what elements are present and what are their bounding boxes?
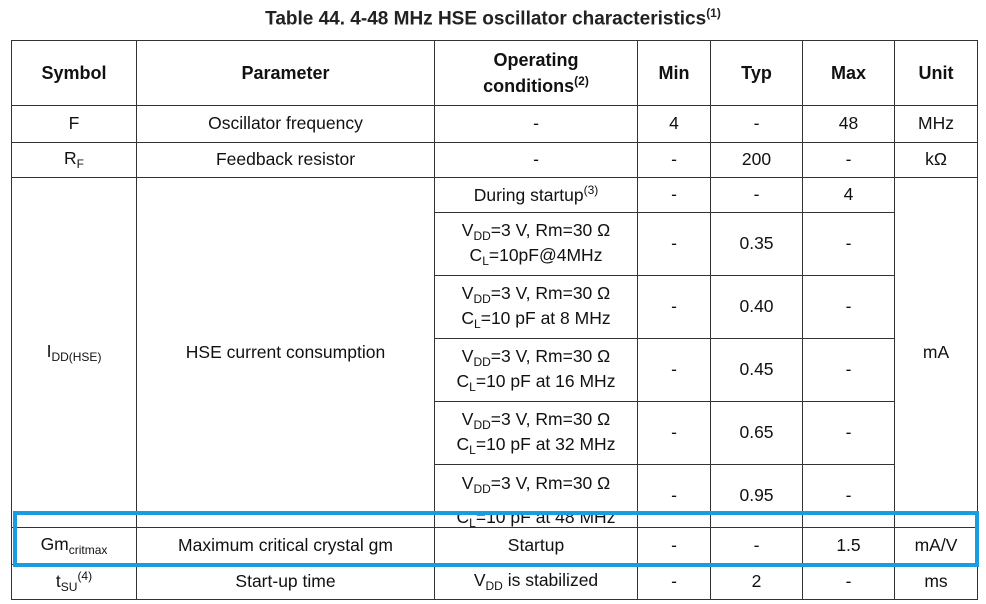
cell-conditions: VDD=3 V, Rm=30 Ω CL=10 pF at 8 MHz [434,275,638,339]
cell-symbol: RF [11,142,137,178]
table-row: VDD=3 V, Rm=30 Ω CL=10 pF at 8 MHz - 0.4… [12,275,978,339]
cell-max: - [802,338,895,402]
cell-symbol: IDD(HSE) [11,177,137,528]
cell-min: - [637,401,711,465]
cell-unit: mA [894,177,978,528]
cell-max: - [802,564,895,600]
cell-typ: - [710,177,803,213]
cell-typ: 0.35 [710,212,803,276]
cell-typ: 2 [710,564,803,600]
header-unit: Unit [894,40,978,106]
header-min: Min [637,40,711,106]
cell-max: - [802,142,895,178]
cell-min: - [637,464,711,528]
cell-conditions: VDD=3 V, Rm=30 Ω CL=10 pF at 16 MHz [434,338,638,402]
cell-min: - [637,142,711,178]
cell-max: 1.5 [802,527,895,565]
cell-min: - [637,275,711,339]
table-row: tSU(4) Start-up time VDD is stabilized -… [11,564,978,600]
header-max: Max [802,40,895,106]
cell-symbol: F [11,105,137,143]
cell-conditions: VDD=3 V, Rm=30 Ω CL=10 pF at 32 MHz [434,401,638,465]
cell-parameter: Maximum critical crystal gm [136,527,435,565]
cell-unit: mA/V [894,527,978,565]
header-symbol: Symbol [11,40,137,106]
cell-typ: 200 [710,142,803,178]
cell-typ: 0.40 [710,275,803,339]
table-row: F Oscillator frequency - 4 - 48 MHz [11,105,978,143]
cell-max: - [802,212,895,276]
table-row-highlighted: Gmcritmax Maximum critical crystal gm St… [11,527,978,565]
cell-max: - [802,464,895,528]
cell-typ: 0.45 [710,338,803,402]
cell-max: 4 [802,177,895,213]
table-row: VDD=3 V, Rm=30 Ω CL=10 pF at 48 MHz - 0.… [12,464,978,528]
cell-parameter: Oscillator frequency [136,105,435,143]
cell-typ: 0.65 [710,401,803,465]
hse-characteristics-table: Symbol Parameter Operating conditions(2)… [11,40,978,600]
cell-conditions: VDD is stabilized [434,564,638,600]
header-row: Symbol Parameter Operating conditions(2)… [11,40,978,106]
table-row: VDD=3 V, Rm=30 Ω CL=10 pF at 32 MHz - 0.… [12,401,978,465]
cell-symbol: tSU(4) [11,564,137,600]
cell-typ: - [710,105,803,143]
cell-max: - [802,275,895,339]
cell-max: - [802,401,895,465]
cell-typ: 0.95 [710,464,803,528]
table-title: Table 44. 4-48 MHz HSE oscillator charac… [265,6,721,30]
cell-min: - [637,564,711,600]
cell-typ: - [710,527,803,565]
cell-min: - [637,338,711,402]
cell-conditions: VDD=3 V, Rm=30 Ω CL=10pF@4MHz [434,212,638,276]
table-row: RF Feedback resistor - - 200 - kΩ [11,142,978,178]
cell-conditions: VDD=3 V, Rm=30 Ω CL=10 pF at 48 MHz [434,464,638,528]
cell-unit: ms [894,564,978,600]
cell-conditions: - [434,142,638,178]
cell-symbol: Gmcritmax [11,527,137,565]
header-typ: Typ [710,40,803,106]
cell-unit: kΩ [894,142,978,178]
cell-parameter: Feedback resistor [136,142,435,178]
cell-min: - [637,212,711,276]
cell-parameter: Start-up time [136,564,435,600]
table-row: VDD=3 V, Rm=30 Ω CL=10 pF at 16 MHz - 0.… [12,338,978,402]
cell-min: - [637,527,711,565]
cell-unit: MHz [894,105,978,143]
cell-min: 4 [637,105,711,143]
cell-parameter: HSE current consumption [136,177,435,528]
cell-conditions: During startup(3) [434,177,638,213]
cell-max: 48 [802,105,895,143]
cell-conditions: - [434,105,638,143]
header-parameter: Parameter [136,40,435,106]
header-conditions: Operating conditions(2) [434,40,638,106]
table-row: IDD(HSE) HSE current consumption During … [11,177,978,528]
cell-min: - [637,177,711,213]
cell-conditions: Startup [434,527,638,565]
